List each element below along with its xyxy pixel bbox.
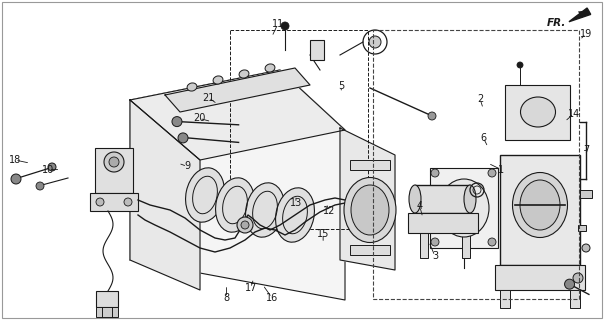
Text: 9: 9 (184, 161, 190, 172)
Bar (415, 185, 470, 213)
Bar (373, 30, 579, 299)
Ellipse shape (351, 185, 389, 235)
Text: 6: 6 (480, 132, 486, 143)
Bar (420, 233, 428, 258)
Bar (578, 225, 586, 231)
Circle shape (573, 273, 583, 283)
Text: 4: 4 (417, 201, 423, 212)
Text: 2: 2 (477, 94, 483, 104)
Polygon shape (130, 70, 345, 300)
Polygon shape (130, 70, 345, 160)
Text: 7: 7 (583, 145, 589, 156)
Text: 16: 16 (266, 292, 278, 303)
Bar (462, 233, 470, 258)
Text: 11: 11 (272, 19, 284, 29)
Circle shape (488, 169, 496, 177)
Circle shape (565, 279, 574, 289)
Bar (96, 291, 118, 307)
Bar (570, 290, 580, 308)
Bar (95, 148, 133, 193)
Ellipse shape (439, 179, 489, 237)
Ellipse shape (344, 178, 396, 243)
Ellipse shape (521, 97, 556, 127)
Ellipse shape (513, 172, 568, 237)
Text: 18: 18 (9, 155, 21, 165)
Bar (230, 30, 368, 229)
Polygon shape (165, 68, 310, 112)
Ellipse shape (185, 168, 225, 222)
Polygon shape (130, 100, 200, 290)
Circle shape (488, 238, 496, 246)
Ellipse shape (239, 70, 249, 78)
Bar (90, 193, 138, 211)
Text: FR.: FR. (547, 18, 566, 28)
Bar (430, 168, 498, 248)
Ellipse shape (464, 185, 476, 213)
Text: 3: 3 (432, 251, 438, 261)
Bar (500, 155, 580, 265)
Text: 17: 17 (245, 283, 257, 293)
Ellipse shape (275, 188, 315, 242)
Circle shape (241, 221, 249, 229)
Circle shape (11, 174, 21, 184)
Circle shape (237, 217, 253, 233)
Circle shape (582, 244, 590, 252)
Circle shape (109, 157, 119, 167)
Ellipse shape (213, 76, 223, 84)
Text: 1: 1 (498, 164, 504, 175)
Text: 21: 21 (202, 92, 214, 103)
Ellipse shape (520, 180, 560, 230)
Polygon shape (569, 8, 591, 22)
Circle shape (172, 116, 182, 127)
Bar (505, 85, 570, 140)
Bar (580, 190, 592, 198)
Circle shape (104, 152, 124, 172)
Circle shape (428, 112, 436, 120)
Ellipse shape (265, 64, 275, 72)
Text: 12: 12 (323, 206, 335, 216)
Bar (495, 265, 585, 290)
Text: 20: 20 (193, 113, 205, 124)
Circle shape (281, 22, 289, 30)
Ellipse shape (409, 185, 421, 213)
Text: 5: 5 (338, 81, 344, 92)
Circle shape (369, 36, 381, 48)
Circle shape (431, 238, 439, 246)
Bar (500, 290, 510, 308)
Text: 10: 10 (42, 164, 54, 175)
Circle shape (178, 133, 188, 143)
Circle shape (517, 62, 523, 68)
Circle shape (48, 163, 56, 171)
Polygon shape (340, 128, 395, 270)
Bar (310, 40, 324, 60)
Text: 13: 13 (290, 198, 302, 208)
Bar (96, 307, 118, 317)
Text: 14: 14 (568, 108, 580, 119)
Bar (350, 160, 390, 170)
Ellipse shape (246, 183, 284, 237)
Text: 19: 19 (580, 28, 592, 39)
Ellipse shape (216, 178, 254, 232)
Bar (350, 245, 390, 255)
Circle shape (431, 169, 439, 177)
Text: 8: 8 (223, 292, 230, 303)
Circle shape (36, 182, 44, 190)
Circle shape (96, 198, 104, 206)
Ellipse shape (187, 83, 197, 91)
Bar (408, 213, 478, 233)
Circle shape (124, 198, 132, 206)
Text: 15: 15 (317, 228, 329, 239)
